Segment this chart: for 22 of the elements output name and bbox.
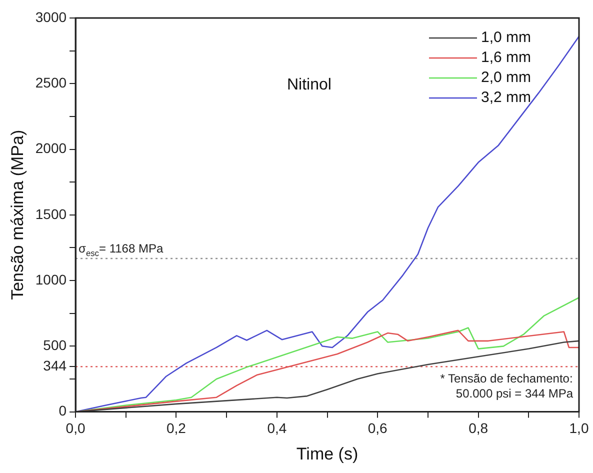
legend-label: 1,6 mm (481, 49, 532, 66)
y-tick-label: 0 (58, 402, 67, 419)
x-tick-label: 0,2 (166, 420, 186, 436)
y-tick-label: 500 (43, 337, 67, 354)
x-axis-title: Time (s) (296, 444, 358, 464)
legend-label: 2,0 mm (481, 69, 532, 86)
y-tick-label: 2500 (35, 74, 67, 90)
legend-label: 1,0 mm (481, 29, 532, 46)
ref-line-label: * Tensão de fechamento: 50.000 psi = 344 MPa (440, 372, 574, 401)
x-tick-label: 0,8 (468, 420, 488, 436)
y-tick-label: 1500 (35, 206, 67, 222)
legend-label: 3,2 mm (481, 89, 532, 106)
y-axis-title: Tensão máxima (MPa) (8, 130, 27, 300)
y-tick-label: 2000 (35, 140, 67, 156)
y-tick-label: 1000 (35, 271, 67, 288)
x-tick-label: 0,4 (267, 420, 287, 436)
x-tick-label: 1,0 (569, 420, 589, 436)
x-tick-label: 0,0 (66, 420, 86, 436)
y-tick-label: 344 (43, 358, 67, 374)
annotation: Nitinol (286, 76, 332, 94)
y-tick-label: 3000 (35, 8, 67, 25)
x-tick-label: 0,6 (368, 420, 388, 436)
